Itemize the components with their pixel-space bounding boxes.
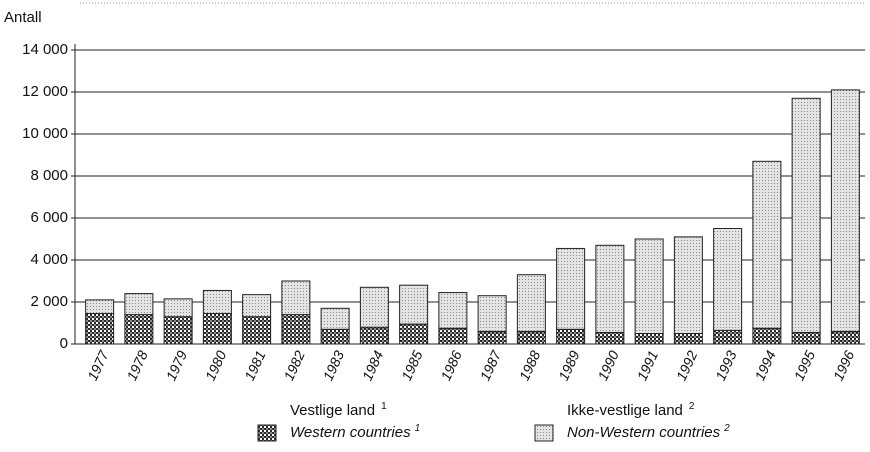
- legend-name: Vestlige land: [290, 402, 375, 419]
- x-tick-label: 1980: [202, 348, 230, 383]
- bar-segment: [163, 298, 193, 318]
- bar-segment: [320, 328, 350, 345]
- legend-swatch: [534, 424, 554, 442]
- bar-segment: [242, 316, 272, 345]
- x-tick-label: 1979: [163, 348, 191, 383]
- bar-segment: [595, 244, 625, 333]
- bar-segment: [752, 160, 782, 329]
- y-tick-label: 10 000: [22, 125, 68, 142]
- x-tick-label: 1996: [830, 348, 858, 383]
- legend-name: Ikke-vestlige land: [567, 402, 683, 419]
- y-tick-label: 6 000: [30, 209, 68, 226]
- x-tick-label: 1994: [751, 348, 779, 383]
- y-tick-label: 2 000: [30, 293, 68, 310]
- x-tick-label: 1981: [241, 348, 269, 383]
- x-tick-label: 1982: [280, 348, 308, 383]
- x-tick-label: 1993: [712, 348, 740, 383]
- bar-segment: [595, 331, 625, 345]
- bar-segment: [242, 294, 272, 318]
- legend-note: 2: [689, 401, 695, 412]
- x-tick-label: 1991: [634, 348, 662, 383]
- y-tick-label: 0: [60, 335, 68, 352]
- bar-segment: [752, 327, 782, 345]
- bar-segment: [359, 326, 389, 345]
- bar-segment: [634, 333, 664, 345]
- bar-segment: [830, 330, 860, 345]
- bar-segment: [713, 329, 743, 345]
- legend-note-en: 2: [723, 423, 730, 434]
- legend-name-en: Non-Western countries: [567, 424, 721, 441]
- x-tick-label: 1988: [516, 348, 544, 383]
- y-axis-label: Antall: [4, 9, 42, 26]
- bar-segment: [85, 313, 115, 345]
- y-tick-label: 4 000: [30, 251, 68, 268]
- bar-segment: [163, 316, 193, 345]
- bar-segment: [634, 238, 664, 334]
- legend-note: 1: [381, 401, 387, 412]
- bar-segment: [438, 327, 468, 345]
- legend-label: Ikke-vestlige land 2: [567, 401, 695, 419]
- bar-segment: [791, 331, 821, 345]
- bar-segment: [281, 314, 311, 345]
- bar-segment: [477, 330, 507, 345]
- x-tick-label: 1990: [594, 348, 622, 383]
- bar-segment: [399, 284, 429, 325]
- x-tick-label: 1984: [359, 348, 387, 383]
- legend-name-en: Western countries: [290, 424, 411, 441]
- x-tick-label: 1983: [320, 348, 348, 383]
- y-tick-label: 8 000: [30, 167, 68, 184]
- x-tick-label: 1989: [555, 348, 583, 383]
- bar-segment: [320, 307, 350, 330]
- bar-segment: [399, 323, 429, 345]
- bar-segment: [516, 330, 546, 345]
- x-tick-label: 1977: [84, 347, 112, 383]
- bar-segment: [202, 289, 232, 315]
- bar-segment: [673, 333, 703, 345]
- y-tick-label: 12 000: [22, 83, 68, 100]
- x-tick-label: 1978: [123, 348, 151, 383]
- bar-segment: [124, 314, 154, 345]
- bar-segment: [124, 293, 154, 316]
- legend-label-en: Western countries 1: [290, 423, 420, 441]
- bar-segment: [85, 299, 115, 315]
- x-tick-label: 1986: [437, 348, 465, 383]
- bar-segment: [791, 97, 821, 333]
- legend-note-en: 1: [415, 423, 421, 434]
- x-tick-label: 1987: [477, 347, 505, 383]
- x-tick-label: 1995: [791, 348, 819, 383]
- legend-swatch: [257, 424, 277, 442]
- bar-segment: [673, 236, 703, 334]
- bar-segment: [830, 89, 860, 332]
- legend-label: Vestlige land 1: [290, 401, 387, 419]
- bar-segment: [713, 228, 743, 331]
- bar-segment: [438, 292, 468, 329]
- y-tick-label: 14 000: [22, 41, 68, 58]
- bar-segment: [477, 295, 507, 332]
- x-tick-label: 1992: [673, 348, 701, 383]
- bar-segment: [359, 286, 389, 328]
- legend-label-en: Non-Western countries 2: [567, 423, 730, 441]
- bar-segment: [556, 328, 586, 345]
- bar-segment: [202, 313, 232, 345]
- x-tick-label: 1985: [398, 348, 426, 383]
- bar-segment: [281, 280, 311, 316]
- bar-segment: [516, 274, 546, 332]
- bar-segment: [556, 247, 586, 330]
